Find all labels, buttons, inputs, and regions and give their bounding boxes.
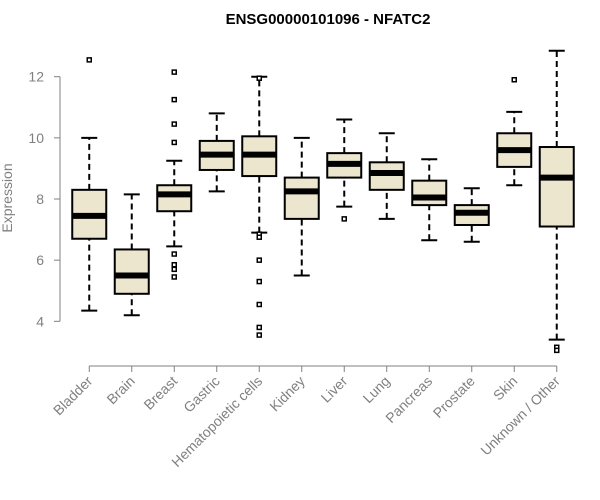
outlier-point: [171, 251, 177, 257]
box-group: [538, 49, 575, 354]
y-tick-label: 6: [36, 252, 44, 268]
y-tick-label: 10: [28, 130, 44, 146]
outlier-point: [86, 57, 92, 63]
chart-title: ENSG00000101096 - NFATC2: [226, 11, 431, 28]
box-group: [156, 69, 193, 280]
outlier-point: [256, 257, 262, 263]
boxes-layer: [71, 49, 575, 354]
x-tick-label: Breast: [140, 373, 180, 413]
outlier-point: [171, 266, 177, 273]
box-group: [283, 136, 320, 277]
outlier-point: [171, 69, 177, 75]
x-tick-label: Skin: [490, 373, 521, 404]
iqr-box: [156, 184, 193, 213]
x-tick-label: Brain: [103, 373, 137, 407]
box-group: [411, 158, 448, 242]
box-group: [496, 77, 533, 187]
box-group: [198, 112, 235, 193]
outlier-point: [171, 261, 177, 268]
x-tick-label: Unknown / Other: [477, 373, 563, 459]
x-tick-label: Kidney: [266, 373, 308, 415]
box-group: [368, 132, 405, 220]
y-tick-label: 12: [28, 69, 44, 85]
box-group: [71, 57, 108, 312]
outlier-point: [554, 347, 560, 354]
box-group: [113, 193, 150, 317]
outlier-point: [171, 274, 177, 280]
outlier-point: [256, 234, 262, 240]
iqr-box: [113, 248, 150, 295]
outlier-point: [171, 121, 177, 127]
box-group: [241, 75, 278, 338]
outlier-point: [341, 216, 347, 222]
iqr-box: [368, 161, 405, 191]
outlier-point: [256, 278, 262, 285]
y-axis-label: Expression: [0, 163, 15, 232]
outlier-point: [171, 96, 177, 103]
box-group: [453, 187, 490, 243]
outlier-point: [256, 332, 262, 338]
box-group: [326, 118, 363, 222]
outlier-point: [256, 75, 262, 81]
iqr-box: [283, 176, 320, 220]
x-tick-label: Bladder: [50, 373, 96, 419]
x-tick-label: Prostate: [430, 373, 478, 421]
outlier-point: [256, 301, 262, 308]
iqr-box: [538, 146, 575, 228]
y-tick-label: 8: [36, 191, 44, 207]
x-tick-label: Pancreas: [382, 373, 435, 426]
outlier-point: [511, 77, 517, 83]
x-tick-label: Lung: [360, 373, 393, 406]
outlier-point: [256, 324, 262, 331]
outlier-point: [171, 139, 177, 146]
x-tick-label: Liver: [318, 373, 351, 406]
iqr-box: [411, 179, 448, 207]
y-axis: 4 6 8 10 12: [28, 69, 61, 329]
y-tick-label: 4: [36, 313, 44, 329]
